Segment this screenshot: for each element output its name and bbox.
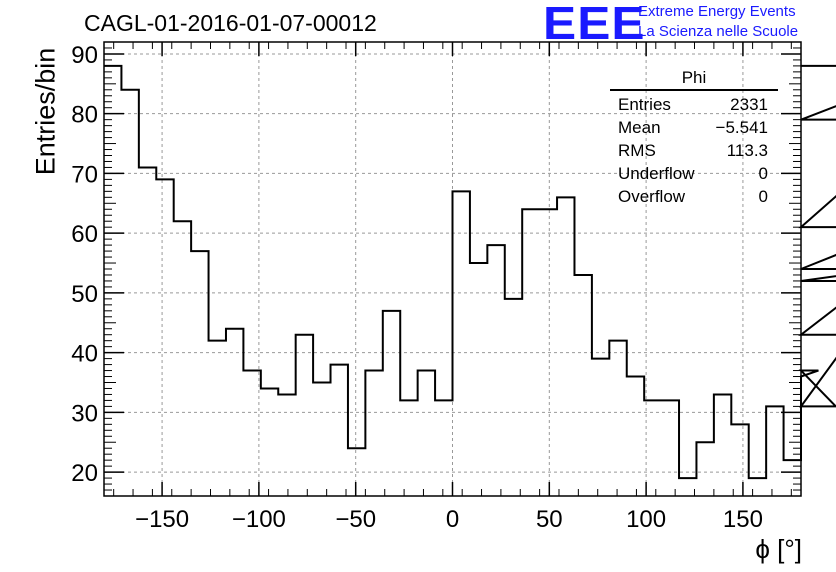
y-tick-label: 20 <box>71 460 98 487</box>
stats-label: Underflow <box>618 164 695 183</box>
histogram-bin <box>540 209 557 496</box>
histogram-bin <box>749 478 766 496</box>
stats-value: 0 <box>758 164 768 183</box>
histogram-bin <box>714 394 731 496</box>
stats-label: Mean <box>618 118 661 137</box>
stats-row-underflow: Underflow 0 <box>610 162 778 185</box>
stats-label: Overflow <box>618 187 686 206</box>
histogram-bin <box>365 371 382 496</box>
stats-value: 113.3 <box>726 141 768 160</box>
histogram-bin <box>226 329 243 496</box>
stats-title: Phi <box>610 68 778 91</box>
chart-title: CAGL-01-2016-01-07-00012 <box>84 10 377 36</box>
y-tick-label: 70 <box>71 161 98 188</box>
histogram-bin <box>731 424 748 496</box>
x-tick-label: 100 <box>626 506 666 533</box>
histogram-bin <box>487 245 504 496</box>
histogram-bin <box>313 383 330 497</box>
histogram-bin <box>696 442 713 496</box>
histogram-bin <box>174 221 191 496</box>
stats-row-overflow: Overflow 0 <box>610 185 778 208</box>
y-tick-label: 60 <box>71 221 98 248</box>
histogram-bin <box>400 400 417 496</box>
x-tick-label: 0 <box>446 506 459 533</box>
histogram-line <box>104 64 836 480</box>
histogram-bin <box>766 406 783 496</box>
histogram-bin <box>243 371 260 496</box>
stats-label: Entries <box>618 95 671 114</box>
histogram-bin <box>156 179 173 496</box>
y-axis-label: Entries/bin <box>30 47 61 176</box>
histogram-bin <box>592 359 609 496</box>
y-tick-label: 30 <box>71 400 98 427</box>
stats-label: RMS <box>618 141 656 160</box>
y-tick-label: 90 <box>71 42 98 69</box>
x-tick-label: −150 <box>135 506 189 533</box>
histogram-bin <box>557 197 574 496</box>
histogram-bin <box>139 167 156 496</box>
y-tick-label: 80 <box>71 102 98 129</box>
histogram-bin <box>609 341 626 496</box>
x-tick-label: 150 <box>723 506 763 533</box>
histogram-bin <box>662 400 679 496</box>
x-tick-label: −100 <box>232 506 286 533</box>
histogram-bin <box>435 400 452 496</box>
histogram-bin <box>191 251 208 496</box>
y-tick-label: 50 <box>71 281 98 308</box>
eee-logo: EEE <box>543 0 646 49</box>
histogram-bin <box>418 371 435 496</box>
histogram-bin <box>209 341 226 496</box>
histogram-bin <box>278 394 295 496</box>
histogram-bin <box>296 335 313 496</box>
stats-row-mean: Mean −5.541 <box>610 116 778 139</box>
histogram-bin <box>453 191 470 496</box>
histogram-bin <box>627 377 644 496</box>
logo-text-line2: La Scienza nelle Scuole <box>638 23 799 40</box>
histogram-bin <box>331 365 348 496</box>
histogram-bin <box>644 400 661 496</box>
stats-value: 2331 <box>730 95 768 114</box>
histogram-bin <box>121 90 138 496</box>
histogram-bin <box>679 478 696 496</box>
x-tick-label: −50 <box>335 506 376 533</box>
x-axis-label: ϕ [°] <box>755 534 802 564</box>
histogram-bin <box>505 299 522 496</box>
histogram-bin <box>383 311 400 496</box>
histogram-bin <box>348 448 365 496</box>
stats-row-entries: Entries 2331 <box>610 93 778 116</box>
histogram-bin <box>261 388 278 496</box>
logo-text-line1: Extreme Energy Events <box>638 3 796 20</box>
histogram-bin <box>574 275 591 496</box>
stats-value: 0 <box>758 187 768 206</box>
stats-row-rms: RMS 113.3 <box>610 139 778 162</box>
histogram-bin <box>470 263 487 496</box>
y-tick-label: 40 <box>71 341 98 368</box>
histogram-bin <box>522 209 539 496</box>
x-tick-label: 50 <box>536 506 563 533</box>
stats-value: −5.541 <box>715 118 768 137</box>
stats-box: Phi Entries 2331 Mean −5.541 RMS 113.3 U… <box>610 68 778 208</box>
